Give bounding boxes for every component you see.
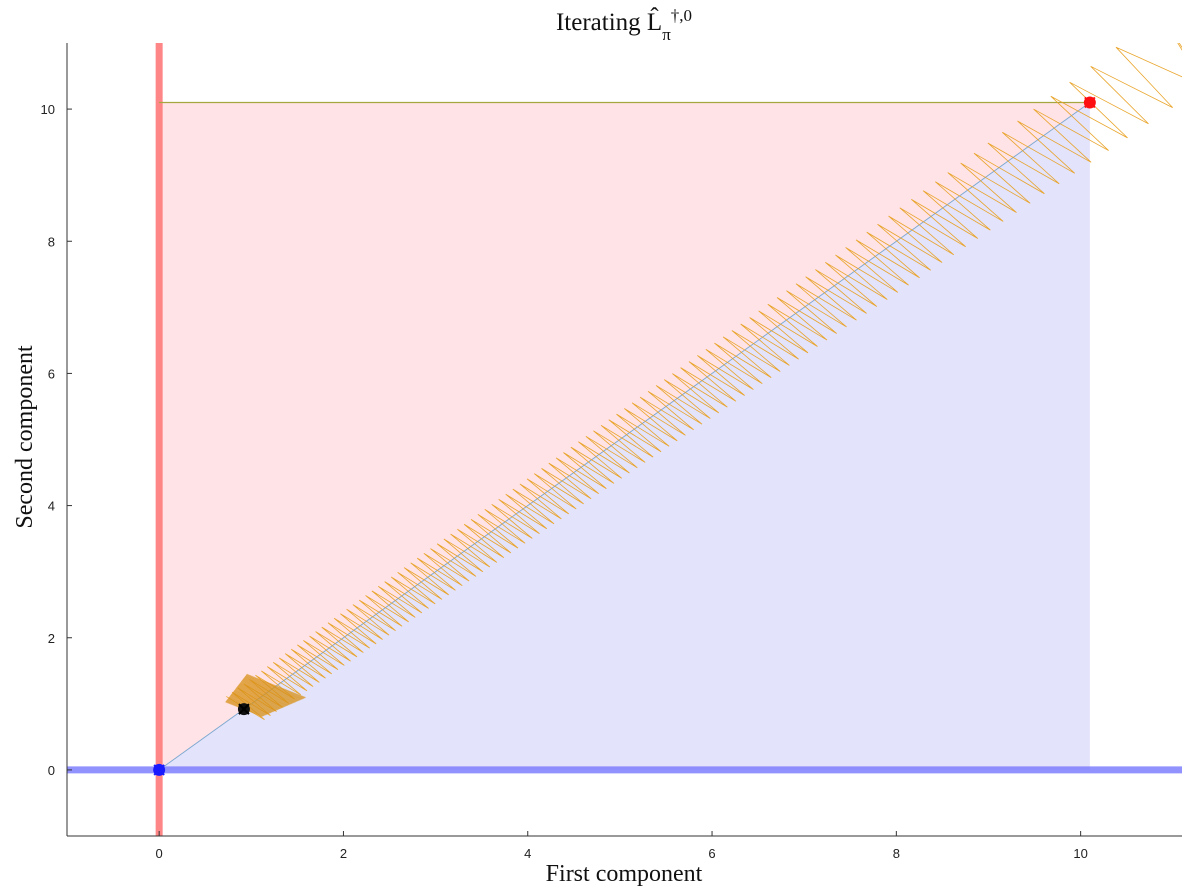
x-tick-label-4: 8: [893, 846, 900, 861]
iteration-dense-segment: [235, 687, 285, 708]
iteration-dense-segment: [244, 676, 302, 701]
y-tick-label-3: 6: [48, 366, 55, 381]
iteration-dense-segment: [230, 694, 274, 713]
iteration-dense-segment: [237, 685, 289, 706]
iteration-dense-segment: [235, 688, 283, 709]
x-tick-label-5: 10: [1073, 846, 1087, 861]
iteration-dense-segment: [235, 688, 284, 708]
iteration-dense-segment: [241, 680, 296, 703]
iteration-dense-segment: [228, 696, 270, 714]
iteration-dense-segment: [241, 679, 297, 703]
iteration-dense-segment: [236, 687, 286, 708]
iteration-path: [226, 43, 1182, 721]
x-tick-label-1: 2: [340, 846, 347, 861]
iteration-dense-segment: [231, 693, 275, 712]
plot-content: [67, 43, 1182, 836]
y-tick-label-4: 8: [48, 234, 55, 249]
iteration-dense-segment: [242, 679, 298, 703]
plot-area: 0 2 4 6 8 10 0 2 4 6 8 10: [41, 43, 1182, 861]
y-axis-label: Second component: [12, 345, 38, 529]
x-tick-label-3: 6: [708, 846, 715, 861]
iteration-dense-segment: [240, 681, 294, 704]
iteration-dense-segment: [245, 674, 305, 699]
iteration-dense-segment: [232, 691, 278, 711]
chart-title: Iterating L̂π†,0: [556, 6, 692, 44]
fixed-point-black-cross-b: [238, 703, 250, 715]
iteration-dense-segment: [239, 682, 292, 705]
y-tick-label-2: 4: [48, 499, 55, 514]
iteration-dense-segment: [239, 683, 291, 705]
iteration-dense-segment: [243, 677, 300, 701]
iteration-dense-segment: [236, 686, 286, 707]
iteration-dense-segment: [233, 691, 279, 710]
iteration-dense-segment: [239, 682, 293, 705]
x-tick-label-0: 0: [156, 846, 163, 861]
origin-point-cross-b: [153, 764, 165, 776]
iteration-dense-segment: [229, 695, 272, 714]
iteration-dense-segment: [233, 690, 280, 710]
iteration-dense-segment: [229, 695, 273, 713]
iteration-dense-segment: [242, 678, 299, 702]
y-tick-label-1: 2: [48, 631, 55, 646]
iteration-dense-segment: [233, 690, 281, 710]
iteration-dense-segment: [231, 692, 277, 712]
iteration-dense-segment: [231, 693, 276, 712]
iteration-dense-segment: [237, 686, 287, 707]
y-tick-label-0: 0: [48, 763, 55, 778]
iteration-dense-segment: [240, 681, 294, 704]
iteration-dense-segment: [245, 675, 304, 700]
iteration-dense-segment: [238, 684, 290, 706]
iteration-dense-segment: [234, 689, 282, 709]
iteration-dense-segment: [240, 680, 295, 704]
iteration-dense-segment: [230, 694, 274, 713]
fixed-point-red-cross-b: [1084, 96, 1096, 109]
iteration-dense-segment: [246, 673, 306, 699]
iteration-dense-segment: [238, 683, 290, 706]
iteration-dense-segment: [244, 675, 303, 700]
iteration-dense-segment: [243, 677, 301, 701]
x-axis-label: First component: [546, 861, 703, 887]
iteration-dense-segment: [246, 674, 306, 699]
iteration-dense-segment: [244, 676, 302, 700]
iteration-dense-segment: [242, 678, 298, 702]
iteration-dense-segment: [229, 696, 271, 714]
iteration-dense-segment: [237, 685, 288, 707]
y-tick-label-5: 10: [41, 102, 55, 117]
iteration-dense-segment: [234, 689, 282, 709]
iteration-dense-segment: [232, 692, 278, 711]
x-tick-label-2: 4: [524, 846, 531, 861]
